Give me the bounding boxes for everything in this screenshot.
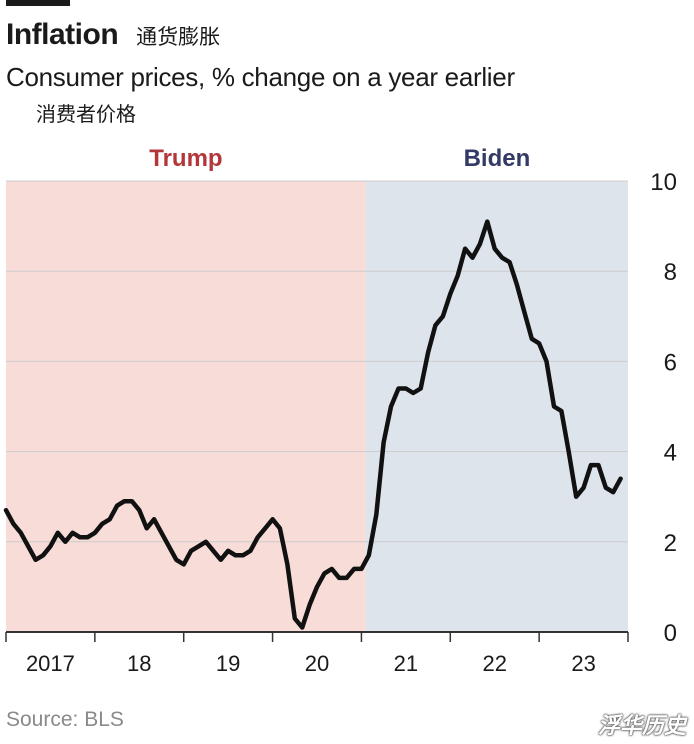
source-note: Source: BLS [6, 708, 124, 731]
x-tick-label: 23 [571, 651, 595, 676]
watermark: 浮华历史 [597, 714, 686, 739]
period-label-biden: Biden [464, 145, 531, 172]
x-tick-label: 20 [305, 651, 329, 676]
x-tick-label: 2017 [26, 651, 75, 676]
y-tick-label: 10 [650, 169, 677, 196]
chart-title: Inflation [6, 18, 119, 51]
y-tick-label: 0 [664, 620, 677, 647]
y-tick-label: 4 [664, 440, 677, 467]
x-tick-label: 18 [127, 651, 151, 676]
x-tick-label: 22 [482, 651, 506, 676]
inflation-line [3, 219, 623, 630]
period-band-biden [365, 181, 628, 632]
period-label-trump: Trump [149, 145, 222, 172]
chart-subtitle-cn: 消费者价格 [36, 102, 136, 126]
x-tick-label: 19 [216, 651, 240, 676]
chart-subtitle: Consumer prices, % change on a year earl… [6, 62, 515, 92]
title-row: Inflation 通货膨胀 [6, 18, 220, 52]
header-rule [6, 0, 70, 6]
y-tick-label: 8 [664, 259, 677, 286]
x-tick-label: 21 [394, 651, 418, 676]
y-tick-label: 2 [664, 530, 677, 557]
y-tick-label: 6 [664, 349, 677, 376]
chart-title-cn: 通货膨胀 [136, 25, 221, 49]
